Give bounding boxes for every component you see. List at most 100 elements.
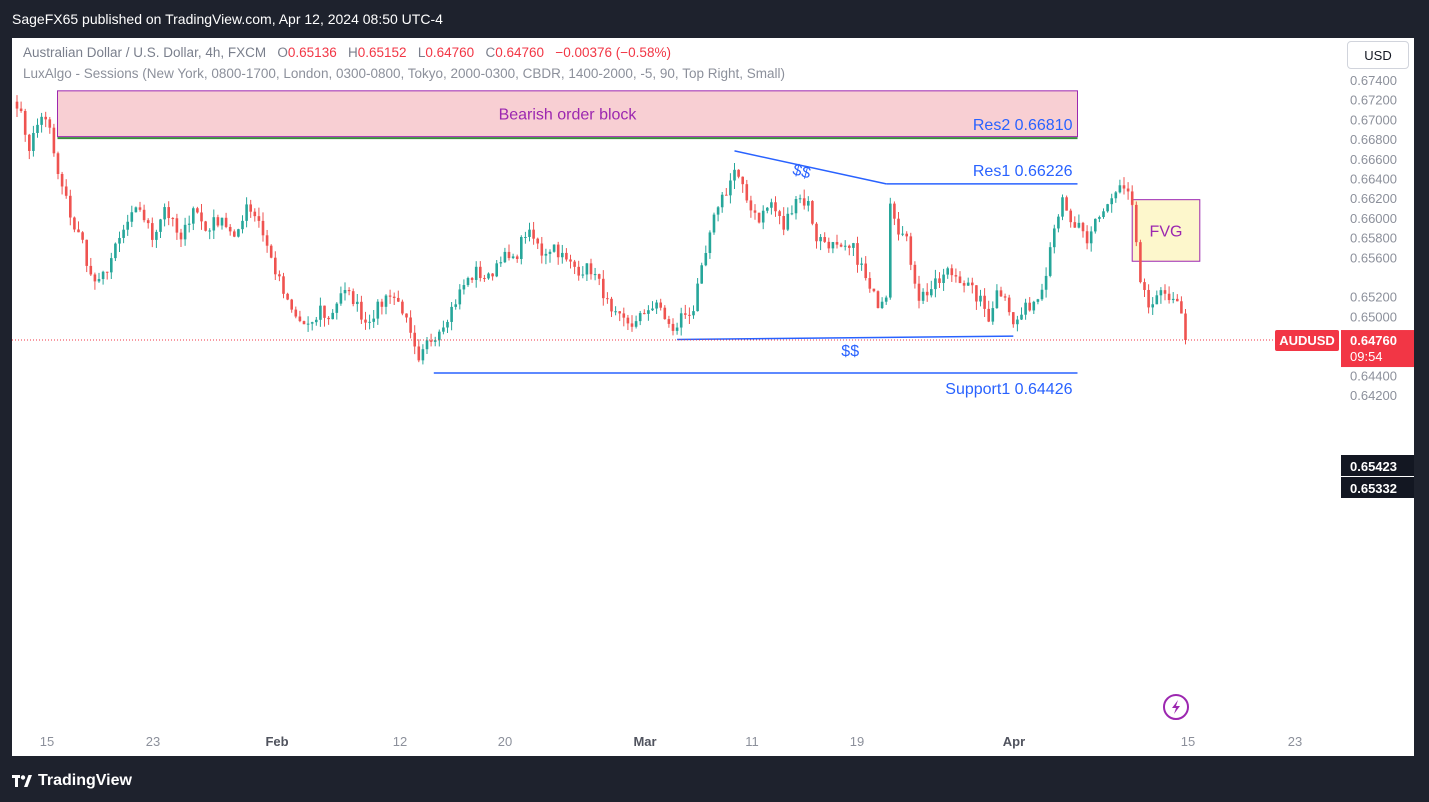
candle-body bbox=[343, 290, 347, 294]
candle-body bbox=[1040, 289, 1044, 300]
time-tick-label: Apr bbox=[1003, 734, 1025, 749]
candle-body bbox=[126, 221, 129, 230]
candle-body bbox=[212, 217, 216, 231]
candle-body bbox=[925, 291, 929, 296]
candle-body bbox=[487, 273, 490, 279]
candle-body bbox=[1024, 302, 1027, 315]
candle-body bbox=[757, 212, 761, 223]
candle-body bbox=[1020, 314, 1023, 320]
candle-body bbox=[15, 101, 19, 109]
candle-body bbox=[56, 153, 60, 174]
candle-body bbox=[392, 296, 396, 298]
candle-body bbox=[483, 278, 486, 280]
bearish-order-block bbox=[57, 90, 1078, 138]
candle-body bbox=[647, 310, 650, 314]
currency-button[interactable]: USD bbox=[1347, 41, 1409, 69]
candle-body bbox=[1053, 228, 1056, 248]
candle-body bbox=[1065, 197, 1068, 211]
candle-body bbox=[1032, 301, 1036, 311]
candle-body bbox=[1180, 301, 1183, 314]
candle-body bbox=[684, 313, 687, 315]
candle-body bbox=[417, 346, 421, 361]
candle-body bbox=[495, 263, 498, 277]
candle-body bbox=[786, 213, 790, 230]
candle-body bbox=[848, 245, 851, 248]
candle-body bbox=[60, 173, 64, 187]
candle-body bbox=[1122, 185, 1126, 189]
level-label: Res1 0.66226 bbox=[973, 163, 1073, 180]
liquidity-label: $$ bbox=[841, 343, 859, 360]
price-tick-label: 0.66200 bbox=[1350, 191, 1397, 206]
candle-body bbox=[134, 207, 138, 213]
price-tick-label: 0.66000 bbox=[1350, 211, 1397, 226]
candle-body bbox=[671, 323, 675, 331]
candle-body bbox=[409, 317, 412, 333]
candle-body bbox=[872, 288, 876, 292]
tradingview-logo[interactable]: TradingView bbox=[12, 772, 132, 790]
candle-body bbox=[1110, 198, 1113, 205]
candle-body bbox=[979, 295, 982, 302]
candle-body bbox=[1098, 217, 1101, 219]
candle-body bbox=[507, 251, 511, 259]
change-value: −0.00376 (−0.58%) bbox=[555, 45, 671, 60]
price-tag-label: 0.65423 bbox=[1350, 459, 1397, 474]
candle-body bbox=[462, 285, 466, 290]
price-tick-label: 0.65800 bbox=[1350, 231, 1397, 246]
open-label: O bbox=[277, 45, 288, 60]
candle-body bbox=[360, 301, 363, 320]
fvg-zone bbox=[1131, 199, 1201, 262]
candle-body bbox=[819, 237, 822, 242]
close-label: C bbox=[485, 45, 496, 60]
candle-body bbox=[356, 301, 359, 305]
candle-body bbox=[187, 223, 191, 225]
candle-body bbox=[339, 293, 343, 304]
candle-body bbox=[610, 298, 613, 312]
candle-body bbox=[934, 278, 937, 290]
candle-body bbox=[868, 278, 872, 289]
candle-body bbox=[659, 302, 662, 308]
candle-body bbox=[548, 251, 552, 254]
last-price-label: 0.64760 bbox=[1350, 333, 1397, 348]
candle-body bbox=[1007, 297, 1011, 313]
candle-body bbox=[581, 274, 585, 276]
low-label: L bbox=[417, 45, 426, 60]
candle-body bbox=[175, 218, 179, 233]
candle-body bbox=[237, 229, 240, 237]
candle-body bbox=[987, 308, 990, 322]
candle-body bbox=[233, 231, 236, 237]
candle-body bbox=[971, 282, 974, 286]
candle-body bbox=[716, 207, 720, 215]
symbol-legend[interactable]: Australian Dollar / U.S. Dollar, 4h, FXC… bbox=[23, 45, 671, 60]
price-chart[interactable]: Bearish order block FVG Res2 0.66810 Res1 … bbox=[12, 38, 1414, 756]
candle-body bbox=[204, 221, 207, 231]
price-tag bbox=[1341, 455, 1414, 476]
candle-body bbox=[593, 274, 597, 276]
candle-body bbox=[351, 291, 355, 305]
candle-body bbox=[614, 311, 617, 313]
candle-body bbox=[380, 301, 384, 307]
candle-body bbox=[675, 327, 679, 331]
candle-body bbox=[142, 209, 146, 221]
indicator-legend[interactable]: LuxAlgo - Sessions (New York, 0800-1700,… bbox=[23, 66, 785, 81]
candle-body bbox=[630, 323, 634, 327]
lightning-icon[interactable] bbox=[1163, 694, 1189, 720]
candle-body bbox=[1114, 192, 1118, 199]
candle-body bbox=[1118, 185, 1122, 193]
candle-body bbox=[1184, 313, 1187, 341]
price-tick-label: 0.64400 bbox=[1350, 369, 1397, 384]
candle-body bbox=[917, 283, 921, 301]
candle-body bbox=[843, 245, 847, 247]
chart-panel[interactable]: Bearish order block FVG Res2 0.66810 Res1 … bbox=[12, 38, 1414, 756]
candle-body bbox=[327, 317, 330, 320]
candle-body bbox=[532, 229, 535, 239]
price-tick-label: 0.65600 bbox=[1350, 250, 1397, 265]
candle-body bbox=[577, 266, 580, 276]
candle-body bbox=[405, 313, 408, 318]
price-tag-label: 0.65332 bbox=[1350, 481, 1397, 496]
countdown-label: 09:54 bbox=[1350, 349, 1383, 364]
open-value: 0.65136 bbox=[287, 45, 337, 60]
candle-body bbox=[692, 311, 695, 316]
candle-body bbox=[81, 232, 84, 240]
candle-body bbox=[954, 275, 958, 277]
candle-body bbox=[991, 308, 995, 322]
